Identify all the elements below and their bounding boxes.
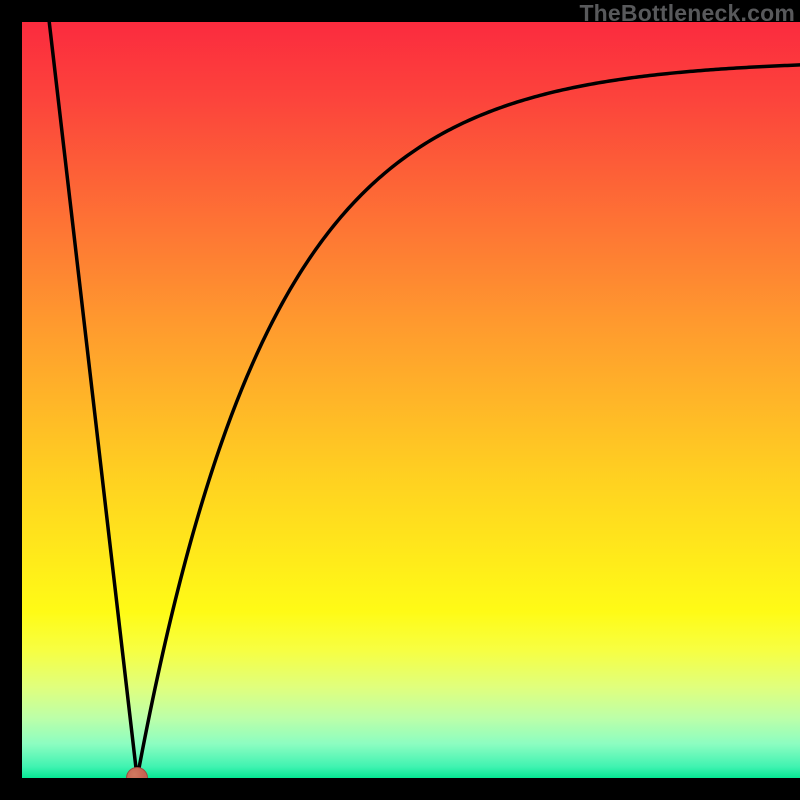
- frame-border-left: [0, 0, 22, 800]
- frame-border-bottom: [0, 778, 800, 800]
- bottleneck-curve: [0, 0, 800, 800]
- chart-stage: TheBottleneck.com: [0, 0, 800, 800]
- watermark-text: TheBottleneck.com: [579, 0, 795, 27]
